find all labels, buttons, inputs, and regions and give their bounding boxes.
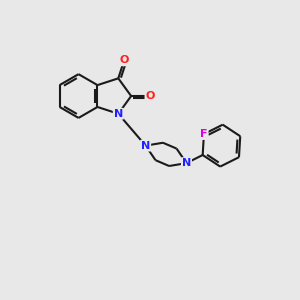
Text: N: N <box>141 141 150 151</box>
Text: O: O <box>119 55 129 65</box>
Text: N: N <box>114 109 123 119</box>
Text: N: N <box>182 158 191 168</box>
Text: F: F <box>200 129 208 139</box>
Text: O: O <box>146 91 155 101</box>
